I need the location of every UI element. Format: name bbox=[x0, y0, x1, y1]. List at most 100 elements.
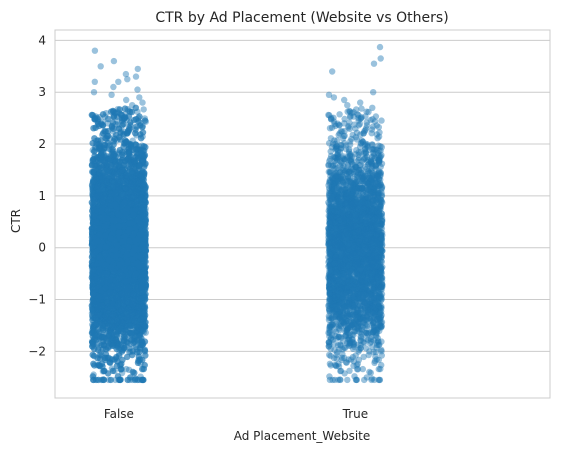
data-point bbox=[108, 287, 115, 294]
data-point bbox=[134, 257, 141, 264]
data-point bbox=[104, 325, 112, 332]
data-point bbox=[127, 219, 134, 226]
data-point bbox=[135, 224, 142, 231]
data-point bbox=[115, 350, 123, 357]
data-point bbox=[117, 211, 125, 218]
data-point bbox=[102, 292, 110, 299]
data-point bbox=[116, 211, 124, 218]
data-point bbox=[102, 184, 109, 192]
data-point bbox=[133, 228, 140, 235]
data-point bbox=[112, 280, 119, 287]
data-point bbox=[127, 283, 134, 290]
data-point bbox=[132, 261, 139, 268]
data-point bbox=[138, 247, 145, 255]
data-point bbox=[109, 218, 116, 225]
data-point bbox=[137, 234, 145, 242]
data-point bbox=[108, 150, 115, 158]
data-point bbox=[107, 220, 114, 227]
data-point bbox=[114, 118, 121, 125]
data-point bbox=[123, 257, 130, 264]
data-point bbox=[118, 272, 126, 279]
data-point bbox=[133, 207, 141, 214]
data-point bbox=[104, 183, 111, 190]
data-point bbox=[134, 200, 141, 208]
data-point bbox=[140, 226, 148, 234]
data-point bbox=[111, 267, 119, 274]
data-point bbox=[97, 239, 104, 246]
data-point bbox=[126, 285, 133, 292]
data-point bbox=[127, 275, 134, 282]
data-point bbox=[137, 183, 145, 191]
data-point bbox=[96, 281, 103, 288]
data-point bbox=[94, 311, 101, 318]
data-point bbox=[101, 256, 109, 263]
data-point bbox=[106, 209, 114, 217]
data-point bbox=[122, 308, 129, 315]
data-point bbox=[94, 269, 101, 277]
data-point bbox=[135, 170, 142, 177]
data-point bbox=[115, 340, 123, 347]
data-point bbox=[102, 276, 109, 283]
data-point bbox=[99, 338, 107, 345]
data-point bbox=[112, 328, 119, 336]
data-point bbox=[133, 281, 140, 288]
data-point bbox=[104, 185, 112, 192]
data-point bbox=[126, 348, 133, 356]
data-point bbox=[108, 256, 115, 263]
data-point bbox=[127, 256, 135, 263]
data-point bbox=[108, 247, 115, 254]
data-point bbox=[105, 217, 113, 224]
data-point bbox=[131, 227, 139, 235]
data-point bbox=[89, 184, 96, 191]
data-point bbox=[89, 232, 96, 239]
data-point bbox=[105, 249, 112, 256]
data-point bbox=[123, 235, 131, 243]
data-point bbox=[95, 255, 102, 262]
data-point bbox=[138, 235, 145, 242]
data-point bbox=[130, 235, 137, 242]
data-point bbox=[129, 261, 137, 268]
data-point bbox=[142, 269, 149, 276]
data-point bbox=[127, 188, 134, 196]
data-point bbox=[89, 156, 97, 163]
data-point bbox=[131, 292, 139, 299]
data-point bbox=[110, 265, 118, 272]
data-point bbox=[96, 263, 104, 270]
data-point bbox=[117, 286, 125, 293]
data-point bbox=[123, 230, 130, 237]
data-point bbox=[129, 169, 136, 176]
data-point bbox=[142, 229, 149, 236]
data-point bbox=[91, 314, 99, 322]
data-point bbox=[104, 220, 111, 227]
data-point bbox=[126, 376, 133, 384]
data-point bbox=[90, 376, 97, 384]
data-point bbox=[93, 308, 100, 315]
data-point bbox=[98, 255, 105, 262]
data-point bbox=[92, 227, 100, 235]
data-point bbox=[120, 256, 128, 263]
data-point bbox=[108, 253, 116, 260]
data-point bbox=[103, 240, 110, 248]
data-point bbox=[94, 219, 102, 226]
data-point bbox=[118, 266, 126, 273]
data-point bbox=[92, 178, 100, 185]
data-point bbox=[116, 238, 124, 246]
data-point bbox=[131, 305, 138, 312]
data-point bbox=[104, 256, 111, 264]
data-point bbox=[114, 241, 122, 248]
data-point bbox=[108, 218, 116, 226]
data-point bbox=[94, 219, 101, 226]
data-point bbox=[142, 238, 149, 245]
data-point bbox=[115, 286, 123, 293]
data-point bbox=[98, 186, 105, 194]
data-point bbox=[108, 268, 115, 275]
data-point bbox=[108, 236, 116, 243]
data-point bbox=[103, 290, 110, 297]
data-point bbox=[136, 189, 143, 196]
data-point bbox=[99, 337, 106, 344]
data-point bbox=[123, 192, 130, 199]
data-point bbox=[114, 233, 121, 240]
data-point bbox=[137, 270, 144, 277]
data-point bbox=[110, 236, 118, 243]
data-point bbox=[122, 193, 129, 201]
